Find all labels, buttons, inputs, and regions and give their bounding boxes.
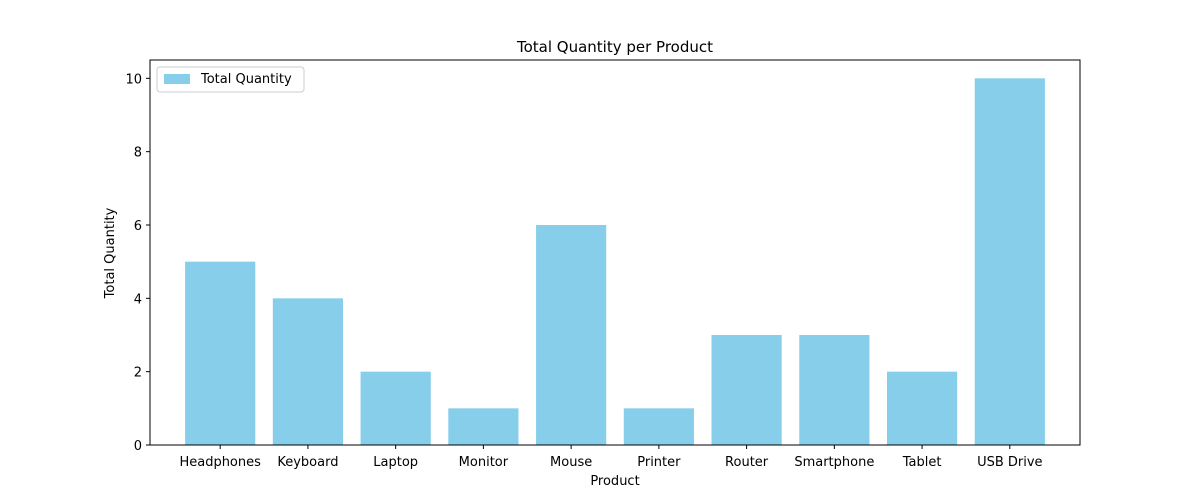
- bar-mouse: [536, 225, 607, 445]
- y-tick-label: 2: [134, 366, 142, 381]
- x-tick-label: Laptop: [373, 455, 418, 470]
- y-tick-label: 6: [134, 219, 142, 234]
- bar-headphones: [185, 261, 256, 445]
- legend: Total Quantity: [156, 66, 305, 93]
- bar-usb-drive: [974, 78, 1045, 445]
- x-axis-label: Product: [590, 474, 639, 489]
- bar-smartphone: [799, 335, 870, 445]
- x-tick-label: Printer: [637, 455, 681, 470]
- x-tick-label: Router: [725, 455, 769, 470]
- legend-box: [156, 66, 305, 93]
- bar-laptop: [360, 371, 431, 445]
- x-tick-label: Smartphone: [794, 455, 874, 470]
- y-tick-label: 4: [134, 292, 142, 307]
- x-tick-label: Monitor: [459, 455, 509, 470]
- y-axis-label: Total Quantity: [103, 207, 118, 299]
- bar-monitor: [448, 408, 519, 445]
- y-tick-label: 10: [125, 72, 142, 87]
- legend-label: Total Quantity: [200, 72, 292, 87]
- bar-printer: [623, 408, 694, 445]
- plot-area-frame: [149, 59, 1081, 446]
- bar-keyboard: [272, 298, 344, 445]
- ticks-layer: Headphones Keyboard Laptop Monitor Mouse Prin…: [125, 72, 1042, 470]
- x-tick-label: Headphones: [179, 455, 261, 470]
- bar-tablet: [886, 371, 958, 445]
- bars-layer: [185, 78, 1045, 445]
- x-tick-label: Tablet: [902, 455, 942, 470]
- legend-swatch: [164, 74, 190, 84]
- y-tick-label: 8: [134, 146, 142, 161]
- x-tick-label: USB Drive: [977, 455, 1042, 470]
- x-tick-label: Mouse: [550, 455, 592, 470]
- x-tick-label: Keyboard: [277, 455, 338, 470]
- chart-title: Total Quantity per Product: [516, 38, 713, 56]
- bar-router: [711, 335, 782, 445]
- y-tick-label: 0: [134, 439, 142, 454]
